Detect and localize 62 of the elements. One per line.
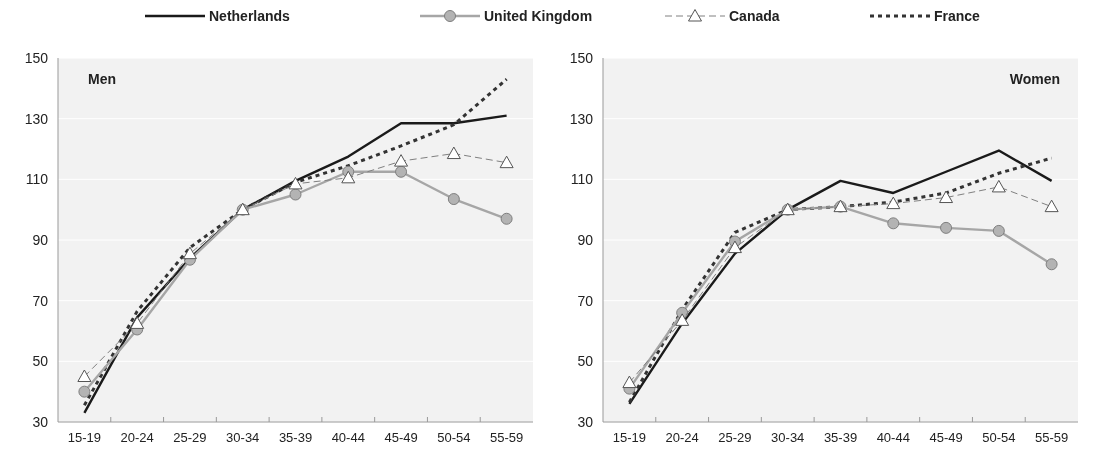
- x-tick-label: 25-29: [173, 430, 207, 445]
- point: [727, 240, 742, 254]
- point: [499, 155, 514, 169]
- point: [1044, 199, 1059, 213]
- legend-label: Netherlands: [209, 7, 291, 24]
- y-tick-label: 110: [25, 171, 49, 188]
- text: Men: [88, 71, 116, 87]
- point: [1045, 258, 1058, 271]
- x-tick-label: 55-59: [489, 430, 524, 445]
- point: [78, 385, 91, 398]
- point: [887, 217, 900, 230]
- point: [182, 246, 197, 260]
- y-tick-label: 130: [24, 110, 49, 127]
- point: [395, 165, 408, 178]
- x-tick-label: 50-54: [437, 430, 471, 445]
- legend-label: France: [934, 7, 981, 24]
- point: [991, 179, 1006, 193]
- y-tick-label: 70: [577, 292, 594, 309]
- x-tick-label: 50-54: [982, 430, 1016, 445]
- x-tick-label: 15-19: [612, 430, 647, 445]
- x-tick-label: 40-44: [876, 430, 910, 445]
- y-tick-label: 30: [577, 413, 594, 430]
- point: [939, 190, 954, 204]
- y-tick-label: 90: [577, 231, 594, 248]
- point: [500, 212, 513, 225]
- y-tick-label: 50: [32, 353, 49, 370]
- point: [886, 196, 901, 210]
- point: [394, 154, 409, 167]
- x-tick-label: 20-24: [120, 430, 154, 445]
- x-tick-label: 30-34: [771, 430, 805, 445]
- y-tick-label: 150: [24, 49, 49, 66]
- text: Women: [1009, 71, 1060, 87]
- x-tick-label: 30-34: [226, 430, 260, 445]
- y-tick-label: 130: [569, 110, 594, 127]
- y-tick-label: 110: [570, 171, 594, 188]
- y-tick-label: 50: [577, 353, 594, 370]
- y-tick-label: 90: [32, 231, 49, 248]
- point: [130, 316, 145, 329]
- legend-label: United Kingdom: [484, 7, 593, 24]
- x-tick-label: 35-39: [278, 430, 313, 445]
- x-tick-label: 40-44: [331, 430, 365, 445]
- point: [622, 375, 637, 389]
- point: [77, 369, 92, 382]
- point: [446, 146, 461, 160]
- legend-label: Canada: [729, 7, 780, 24]
- x-tick-label: 15-19: [67, 430, 102, 445]
- x-tick-label: 45-49: [384, 430, 418, 445]
- y-tick-label: 30: [32, 413, 49, 430]
- x-tick-label: 25-29: [718, 430, 752, 445]
- x-tick-label: 45-49: [929, 430, 963, 445]
- x-tick-label: 55-59: [1034, 430, 1069, 445]
- point: [341, 170, 356, 184]
- y-tick-label: 70: [32, 292, 49, 309]
- point: [675, 313, 690, 326]
- point: [992, 224, 1005, 237]
- point: [289, 188, 302, 201]
- x-tick-label: 35-39: [823, 430, 858, 445]
- x-tick-label: 20-24: [665, 430, 699, 445]
- y-tick-label: 150: [569, 49, 594, 66]
- point: [288, 176, 303, 190]
- point: [940, 221, 953, 234]
- point: [447, 193, 460, 206]
